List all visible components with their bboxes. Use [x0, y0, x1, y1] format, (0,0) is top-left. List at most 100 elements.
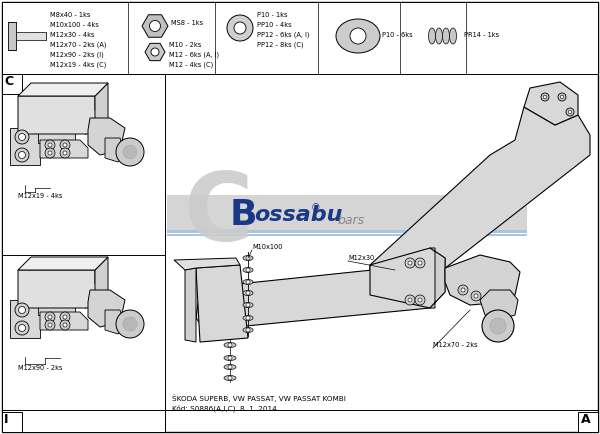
- Circle shape: [246, 280, 250, 284]
- Polygon shape: [480, 290, 518, 320]
- Bar: [167, 195, 527, 230]
- Text: ŠKODA SUPERB, VW PASSAT, VW PASSAT KOMBI: ŠKODA SUPERB, VW PASSAT, VW PASSAT KOMBI: [172, 394, 346, 401]
- Circle shape: [19, 151, 25, 158]
- Text: M12x19 - 4ks: M12x19 - 4ks: [18, 193, 62, 199]
- Bar: [2, 412, 22, 432]
- Polygon shape: [18, 83, 108, 96]
- Ellipse shape: [449, 28, 457, 44]
- Circle shape: [246, 316, 250, 320]
- Circle shape: [63, 151, 67, 155]
- Circle shape: [45, 320, 55, 330]
- Circle shape: [15, 130, 29, 144]
- Circle shape: [415, 295, 425, 305]
- Circle shape: [234, 22, 246, 34]
- Circle shape: [151, 48, 159, 56]
- Text: M12x30 - 4ks: M12x30 - 4ks: [50, 32, 95, 38]
- Polygon shape: [18, 96, 105, 134]
- Text: M10 - 2ks: M10 - 2ks: [169, 42, 201, 48]
- Polygon shape: [38, 305, 75, 315]
- Text: M12x90 - 2ks: M12x90 - 2ks: [18, 365, 62, 371]
- Polygon shape: [88, 290, 125, 327]
- Bar: [16, 32, 46, 40]
- Circle shape: [566, 108, 574, 116]
- Text: PP10 - 4ks: PP10 - 4ks: [257, 22, 292, 28]
- Polygon shape: [40, 140, 88, 158]
- Polygon shape: [10, 128, 40, 165]
- Circle shape: [568, 110, 572, 114]
- Text: C: C: [4, 75, 13, 88]
- Bar: [2, 74, 165, 432]
- Circle shape: [63, 323, 67, 327]
- Circle shape: [474, 294, 478, 298]
- Circle shape: [149, 20, 161, 32]
- Ellipse shape: [224, 355, 236, 361]
- Polygon shape: [430, 248, 445, 308]
- Circle shape: [15, 303, 29, 317]
- Circle shape: [48, 323, 52, 327]
- Text: I: I: [4, 413, 8, 426]
- Circle shape: [558, 93, 566, 101]
- Circle shape: [405, 295, 415, 305]
- Text: M12x70 - 2ks: M12x70 - 2ks: [433, 342, 478, 348]
- Polygon shape: [40, 312, 88, 330]
- Circle shape: [60, 320, 70, 330]
- Circle shape: [405, 258, 415, 268]
- Text: M8x40 - 1ks: M8x40 - 1ks: [50, 12, 91, 18]
- Circle shape: [543, 95, 547, 99]
- Text: bars: bars: [338, 214, 365, 227]
- Bar: [2, 74, 22, 94]
- Circle shape: [418, 261, 422, 265]
- Polygon shape: [185, 268, 196, 342]
- Circle shape: [350, 28, 366, 44]
- Circle shape: [227, 15, 253, 41]
- Circle shape: [116, 310, 144, 338]
- Polygon shape: [18, 270, 105, 308]
- Circle shape: [63, 315, 67, 319]
- Text: M10x100: M10x100: [252, 244, 283, 250]
- Circle shape: [246, 268, 250, 272]
- Text: ossabu: ossabu: [254, 205, 343, 225]
- Circle shape: [458, 285, 468, 295]
- Text: C: C: [184, 169, 253, 261]
- Circle shape: [60, 312, 70, 322]
- Circle shape: [116, 138, 144, 166]
- Polygon shape: [105, 310, 125, 334]
- Polygon shape: [370, 248, 445, 308]
- Polygon shape: [196, 265, 430, 330]
- Text: PP12 - 6ks (A, I): PP12 - 6ks (A, I): [257, 32, 310, 39]
- Polygon shape: [370, 107, 590, 295]
- Circle shape: [48, 315, 52, 319]
- Circle shape: [418, 298, 422, 302]
- Circle shape: [19, 306, 25, 313]
- Circle shape: [48, 143, 52, 147]
- Text: PP12 - 8ks (C): PP12 - 8ks (C): [257, 42, 304, 49]
- Text: P10 - 6ks: P10 - 6ks: [382, 32, 413, 38]
- Ellipse shape: [336, 19, 380, 53]
- Text: A: A: [581, 413, 590, 426]
- Circle shape: [60, 148, 70, 158]
- Circle shape: [60, 140, 70, 150]
- Circle shape: [45, 140, 55, 150]
- Polygon shape: [174, 258, 240, 270]
- Circle shape: [246, 256, 250, 260]
- Circle shape: [471, 291, 481, 301]
- Circle shape: [15, 321, 29, 335]
- Text: M12x70 - 2ks (A): M12x70 - 2ks (A): [50, 42, 107, 49]
- Text: PR14 - 1ks: PR14 - 1ks: [464, 32, 499, 38]
- Text: MS8 - 1ks: MS8 - 1ks: [171, 20, 203, 26]
- Circle shape: [415, 258, 425, 268]
- Bar: [167, 230, 527, 233]
- Bar: [167, 234, 527, 236]
- Circle shape: [15, 148, 29, 162]
- Polygon shape: [18, 257, 108, 270]
- Circle shape: [19, 325, 25, 332]
- Ellipse shape: [243, 279, 253, 285]
- Polygon shape: [10, 300, 40, 338]
- Text: M12 - 4ks (C): M12 - 4ks (C): [169, 62, 213, 69]
- Circle shape: [228, 376, 232, 380]
- Circle shape: [63, 143, 67, 147]
- Ellipse shape: [243, 316, 253, 320]
- Ellipse shape: [243, 256, 253, 260]
- Polygon shape: [524, 82, 578, 125]
- Circle shape: [482, 310, 514, 342]
